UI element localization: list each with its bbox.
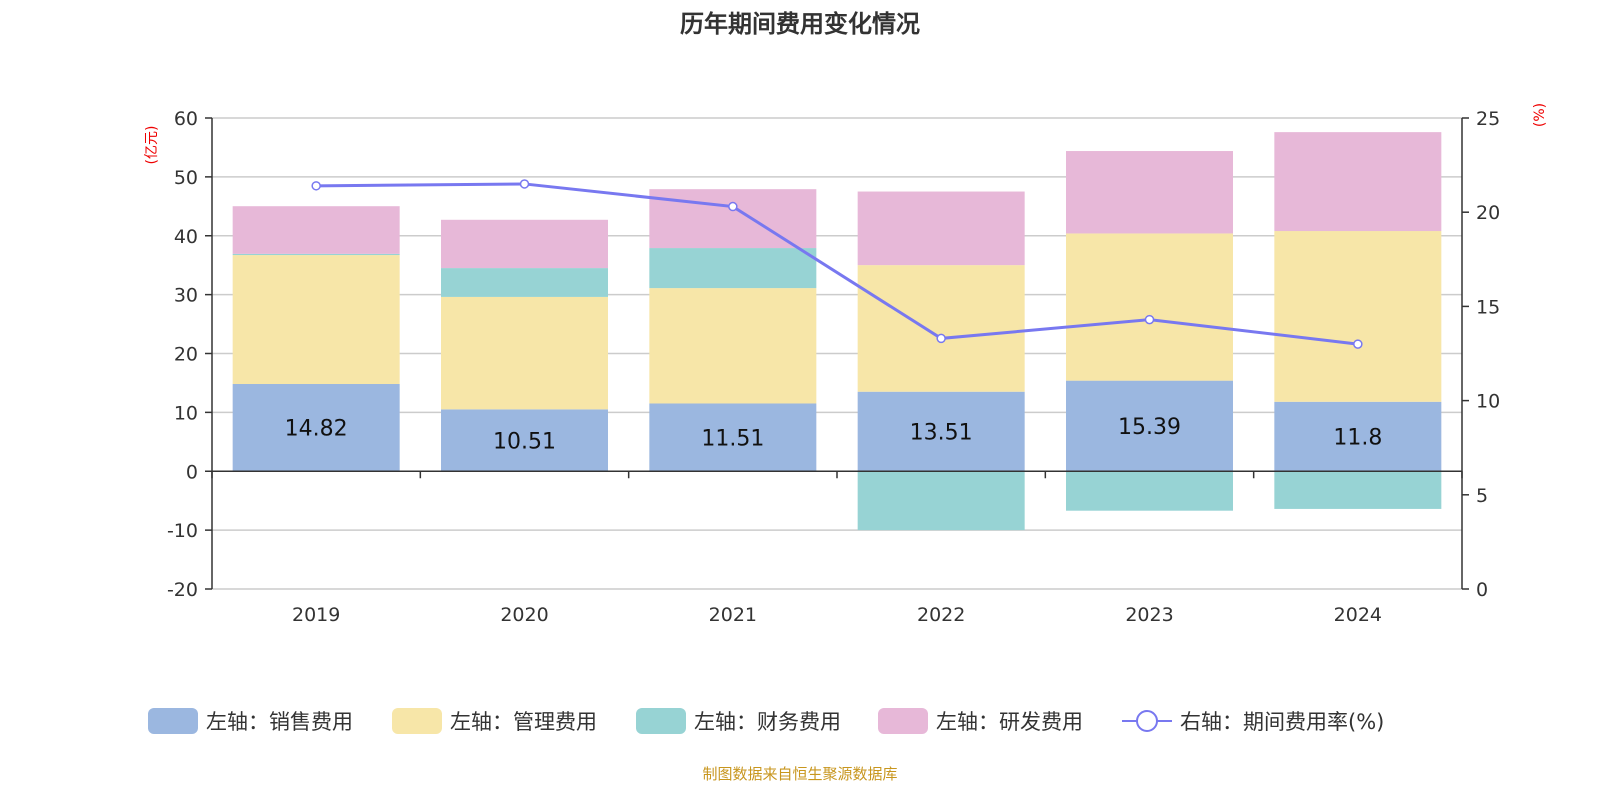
left-axis-tick-label: 10 (174, 402, 198, 424)
bar-2020-series-1 (441, 296, 608, 410)
bar-2021-series-3 (649, 189, 817, 249)
rate-point-2020 (519, 179, 530, 189)
chart-title: 历年期间费用变化情况 (680, 10, 920, 38)
left-axis-tick-label: -20 (167, 579, 198, 601)
legend-swatch (878, 708, 928, 734)
bar-2024-series-0 (1274, 401, 1442, 472)
legend-label: 左轴：管理费用 (450, 710, 597, 734)
bar-2019-series-2 (232, 253, 400, 256)
legend-swatch (148, 708, 198, 734)
right-axis-tick-label: 15 (1476, 296, 1500, 318)
rate-point-2023 (1144, 314, 1155, 325)
bar-2023-series-1 (1066, 233, 1233, 381)
x-axis-label: 2020 (500, 604, 548, 626)
rate-line (316, 182, 1359, 346)
bar-data-label: 11.51 (701, 426, 764, 451)
right-axis-tick-label: 20 (1476, 202, 1500, 224)
x-axis-label: 2019 (292, 604, 340, 626)
bar-data-label: 10.51 (493, 429, 556, 454)
bar-data-label: 11.8 (1333, 426, 1382, 451)
bar-2022-series-3 (857, 191, 1025, 266)
left-axis-tick-label: 30 (174, 285, 198, 307)
rate-point-2019 (311, 181, 321, 191)
left-axis-tick-label: -10 (167, 520, 198, 542)
x-axis-label: 2022 (917, 604, 965, 626)
legend-label: 左轴：销售费用 (206, 710, 353, 734)
bar-2024-series-3 (1274, 132, 1442, 232)
bar-2020-series-0 (441, 409, 608, 472)
source-note: 制图数据来自恒生聚源数据库 (702, 765, 897, 783)
legend-label: 左轴：研发费用 (936, 710, 1083, 734)
legend-label: 左轴：财务费用 (694, 710, 841, 734)
left-axis-unit: (亿元) (144, 126, 160, 165)
rate-point-2024 (1353, 339, 1363, 349)
right-axis-unit: (%) (1532, 103, 1548, 127)
bar-2021-series-1 (649, 288, 817, 404)
left-axis-tick-label: 50 (174, 167, 198, 189)
bar-2020-series-3 (441, 219, 608, 269)
left-axis-tick-label: 20 (174, 344, 198, 366)
bar-2023-series-3 (1066, 151, 1233, 234)
rate-point-2021 (728, 201, 738, 212)
bar-2020-series-2 (441, 268, 608, 297)
legend-label: 右轴：期间费用率(%) (1180, 710, 1384, 734)
bar-data-label: 13.51 (910, 420, 973, 445)
bar-2024-series-1 (1274, 231, 1442, 402)
bar-2023-series-0 (1066, 380, 1233, 472)
bar-2024-series-2 (1274, 471, 1442, 509)
left-axis-tick-label: 0 (186, 461, 198, 483)
x-axis-label: 2023 (1125, 604, 1173, 626)
bar-2022-series-1 (857, 265, 1025, 392)
bar-2019-series-1 (232, 255, 400, 384)
bar-2023-series-2 (1066, 471, 1233, 511)
bar-2022-series-2 (857, 471, 1025, 531)
legend-circle-icon (1136, 710, 1158, 732)
right-axis-tick-label: 25 (1476, 108, 1500, 130)
right-axis-tick-label: 10 (1476, 391, 1500, 413)
legend-swatch (392, 708, 442, 734)
bar-2022-series-0 (857, 391, 1025, 472)
bar-2021-series-2 (649, 248, 817, 289)
bar-2019-series-3 (232, 206, 400, 254)
bar-data-label: 14.82 (285, 417, 348, 442)
left-axis-tick-label: 60 (174, 108, 198, 130)
bar-data-label: 15.39 (1118, 415, 1181, 440)
right-axis-tick-label: 0 (1476, 579, 1488, 601)
bar-2021-series-0 (649, 403, 817, 472)
x-axis-label: 2024 (1334, 604, 1382, 626)
right-axis-tick-label: 5 (1476, 485, 1488, 507)
bar-2019-series-0 (232, 383, 400, 472)
legend-swatch (636, 708, 686, 734)
x-axis-label: 2021 (709, 604, 757, 626)
left-axis-tick-label: 40 (174, 226, 198, 248)
rate-point-2022 (936, 333, 946, 344)
